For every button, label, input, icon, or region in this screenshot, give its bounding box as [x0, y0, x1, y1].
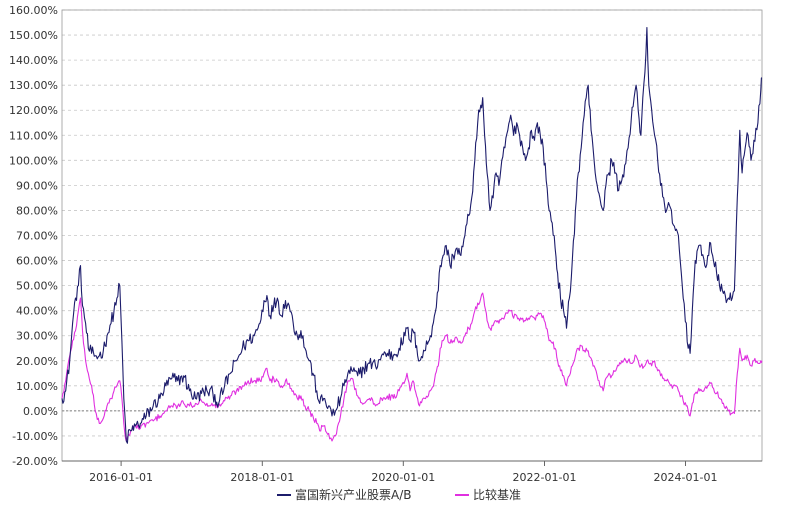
series-line-benchmark [61, 292, 763, 442]
y-tick-label: 40.00% [16, 305, 58, 318]
y-tick-label: 130.00% [9, 79, 58, 92]
y-tick-label: 10.00% [16, 380, 58, 393]
y-tick-label: 150.00% [9, 29, 58, 42]
legend-label: 富国新兴产业股票A/B [295, 487, 412, 502]
legend: 富国新兴产业股票A/B 比较基准 [277, 487, 521, 502]
x-tick-label: 2016-01-01 [89, 471, 153, 484]
y-axis-tick-labels: -20.00% -10.00% 0.00% 10.00% 20.00% 30.00% 40.… [9, 4, 58, 468]
y-tick-label: 50.00% [16, 280, 58, 293]
y-tick-label: 90.00% [16, 179, 58, 192]
y-tick-label: 80.00% [16, 204, 58, 217]
y-tick-label: 60.00% [16, 255, 58, 268]
y-tick-label: 0.00% [23, 405, 58, 418]
y-tick-label: 100.00% [9, 154, 58, 167]
series-line-fund [61, 26, 763, 444]
y-tick-label: 70.00% [16, 230, 58, 243]
axes [61, 9, 763, 466]
y-tick-label: -20.00% [12, 455, 58, 468]
legend-label: 比较基准 [473, 487, 521, 502]
y-tick-label: 160.00% [9, 4, 58, 17]
y-tick-label: 30.00% [16, 330, 58, 343]
y-tick-label: -10.00% [12, 430, 58, 443]
x-tick-label: 2024-01-01 [654, 471, 718, 484]
x-tick-label: 2022-01-01 [513, 471, 577, 484]
series-lines [61, 26, 763, 444]
grid-lines [62, 9, 762, 462]
y-tick-label: 140.00% [9, 54, 58, 67]
x-axis-tick-labels: 2016-01-01 2018-01-01 2020-01-01 2022-01-01… [89, 471, 717, 484]
y-tick-label: 20.00% [16, 355, 58, 368]
x-tick-label: 2020-01-01 [371, 471, 435, 484]
y-tick-label: 120.00% [9, 104, 58, 117]
y-tick-label: 110.00% [9, 129, 58, 142]
x-tick-label: 2018-01-01 [230, 471, 294, 484]
